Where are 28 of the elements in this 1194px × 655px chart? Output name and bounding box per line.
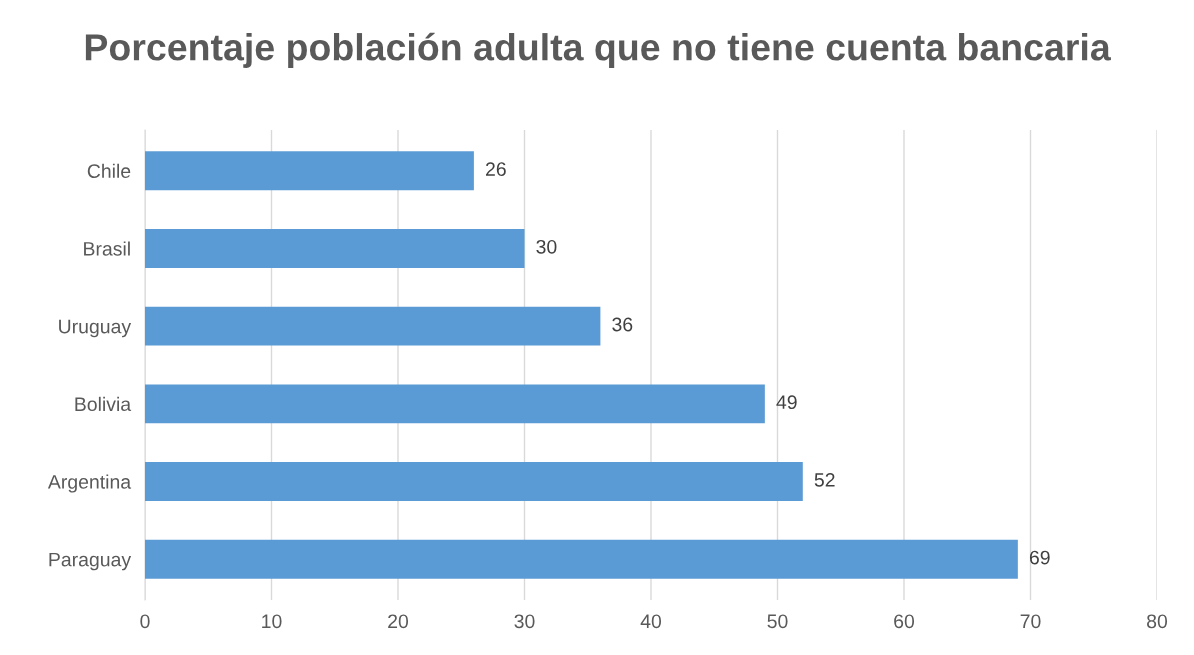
y-tick-label: Bolivia (75, 396, 132, 412)
data-label: 26 (485, 162, 506, 176)
x-tick-label: 0 (140, 614, 150, 629)
y-tick-label: Chile (87, 163, 131, 179)
bar (145, 462, 803, 501)
y-tick-label: Paraguay (49, 552, 132, 571)
chart-title: Porcentaje población adulta que no tiene cuenta bancaria (85, 32, 1111, 69)
bar (145, 229, 525, 268)
bar (145, 539, 1018, 579)
x-tick-label: 50 (767, 614, 788, 629)
x-tick-label: 40 (640, 614, 662, 629)
x-tick-label: 60 (894, 614, 915, 629)
x-tick-label: 20 (388, 614, 409, 629)
y-tick-label: Brasil (84, 241, 130, 256)
data-label: 69 (1029, 550, 1050, 565)
bar (145, 384, 765, 424)
data-label: 30 (536, 239, 557, 254)
data-label: 49 (776, 395, 797, 410)
x-tick-label: 70 (1020, 614, 1041, 629)
y-tick-label: Uruguay (59, 319, 132, 338)
x-tick-label: 10 (262, 614, 282, 629)
x-tick-label: 80 (1147, 614, 1168, 629)
data-label: 52 (814, 472, 835, 487)
y-tick-label: Argentina (47, 474, 132, 493)
bar (145, 306, 601, 346)
bar (145, 151, 474, 191)
x-tick-label: 30 (514, 614, 535, 629)
data-label: 36 (612, 317, 633, 332)
